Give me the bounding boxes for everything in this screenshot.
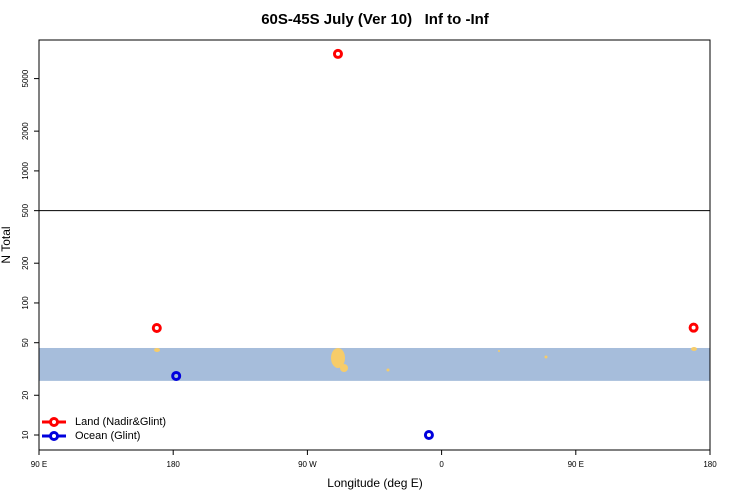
- x-tick-label: 90 W: [298, 460, 317, 469]
- y-tick-label: 2000: [21, 122, 30, 140]
- legend-label: Land (Nadir&Glint): [75, 416, 166, 428]
- legend-marker: [49, 431, 59, 441]
- y-tick-label: 5000: [21, 69, 30, 87]
- land-shape: [331, 347, 345, 368]
- x-tick-label: 90 E: [31, 460, 47, 469]
- land-shape: [498, 349, 500, 352]
- land-shape: [544, 355, 548, 359]
- y-tick-label: 500: [21, 203, 30, 217]
- land-shape: [154, 347, 160, 352]
- legend-marker: [49, 417, 59, 427]
- legend-label: Ocean (Glint): [75, 430, 140, 442]
- y-tick-label: 10: [21, 430, 30, 439]
- y-tick-label: 200: [21, 256, 30, 270]
- y-axis-label: N Total: [0, 226, 13, 263]
- y-tick-label: 20: [21, 390, 30, 399]
- x-tick-label: 0: [439, 460, 444, 469]
- data-point: [423, 430, 434, 441]
- y-tick-label: 1000: [21, 161, 30, 179]
- y-tick-label: 50: [21, 338, 30, 347]
- plot-frame: [38, 39, 711, 451]
- y-tick-label: 100: [21, 296, 30, 310]
- band: [39, 347, 710, 381]
- x-tick-label: 180: [167, 460, 181, 469]
- data-point: [151, 323, 162, 334]
- data-point: [688, 322, 699, 333]
- chart-title: 60S-45S July (Ver 10) Inf to -Inf: [261, 11, 490, 28]
- x-tick-label: 180: [703, 460, 717, 469]
- x-tick-label: 90 E: [568, 460, 584, 469]
- land-shape: [691, 346, 697, 351]
- data-point: [171, 370, 182, 381]
- x-axis-label: Longitude (deg E): [327, 476, 422, 490]
- land-shape: [340, 363, 348, 372]
- land-shape: [386, 368, 390, 372]
- data-point: [332, 48, 343, 59]
